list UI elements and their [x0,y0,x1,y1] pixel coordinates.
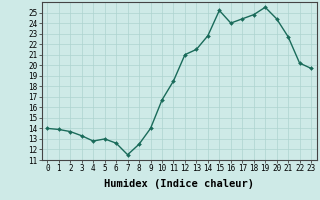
X-axis label: Humidex (Indice chaleur): Humidex (Indice chaleur) [104,179,254,189]
